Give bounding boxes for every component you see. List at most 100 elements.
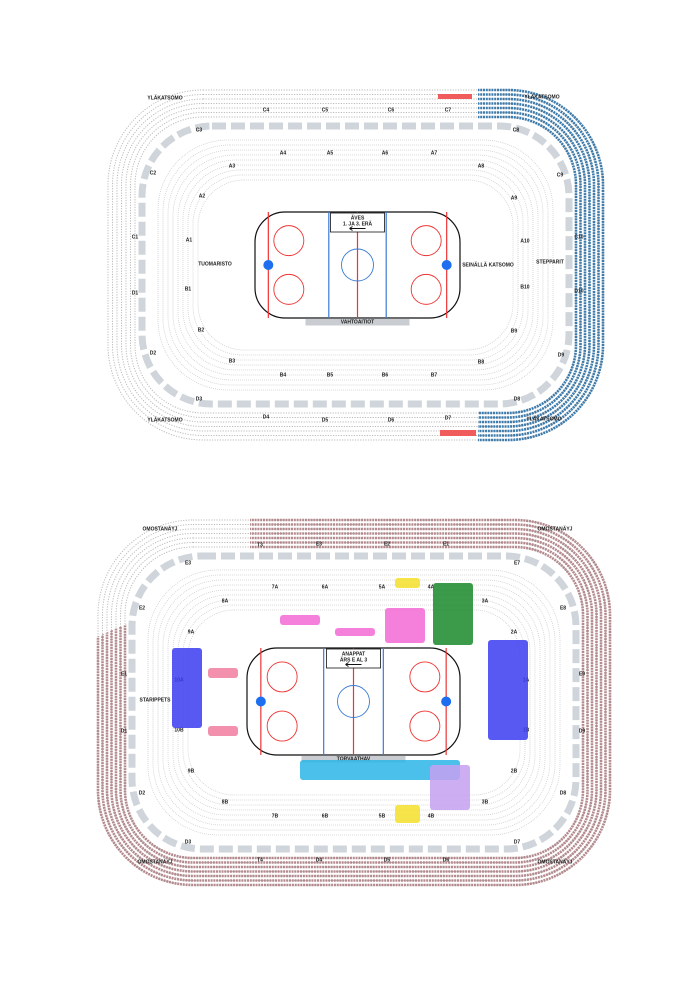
section-label: B2 <box>198 327 205 333</box>
seat-row <box>157 139 554 391</box>
section-label: C8 <box>513 127 520 133</box>
seat-row <box>162 584 546 821</box>
colored-seats <box>440 430 476 436</box>
boards-label: TORVAATHAV <box>337 756 371 762</box>
section-label: SEINÄLLÄ KATSOMO <box>462 261 514 268</box>
seat-row <box>120 542 588 863</box>
section-label: B3 <box>229 358 236 364</box>
faceoff-circle <box>273 225 305 257</box>
faceoff-circle <box>266 661 298 693</box>
section-label: E8 <box>560 605 566 611</box>
faceoff-circle <box>409 710 441 742</box>
boards-bar <box>305 318 410 326</box>
colored-seats <box>478 106 587 424</box>
section-label: STEPPARIT <box>536 259 564 265</box>
bench-label: ANAPPAT <box>342 651 365 657</box>
section-label: D6 <box>443 857 450 863</box>
colored-seats <box>114 536 594 869</box>
section-label: 6B <box>322 813 329 819</box>
section-label: A6 <box>382 150 389 156</box>
section-label: E3 <box>185 560 191 566</box>
section-label: A3 <box>229 163 236 169</box>
section-label: C6 <box>388 107 395 113</box>
colored-seats <box>172 648 202 728</box>
colored-seats <box>478 102 591 428</box>
section-label: E1 <box>121 671 127 677</box>
section-label: D9 <box>579 728 586 734</box>
section-label: E2 <box>384 541 390 547</box>
section-label: 5B <box>379 813 386 819</box>
faceoff-circle <box>273 273 305 305</box>
colored-seats <box>395 805 420 823</box>
section-label: D9 <box>558 352 565 358</box>
section-label: D8 <box>514 396 521 402</box>
section-label: 7A <box>272 584 279 590</box>
section-label: A5 <box>327 150 334 156</box>
section-label: 9A <box>188 629 195 635</box>
colored-seats <box>110 532 598 873</box>
section-label: T4 <box>257 857 263 863</box>
section-label: 5A <box>379 584 386 590</box>
section-label: D8 <box>560 790 567 796</box>
seat-row <box>147 569 561 836</box>
section-label: D5 <box>384 857 391 863</box>
section-label: 4A <box>428 584 435 590</box>
section-label: D1 <box>121 728 128 734</box>
section-label: A8 <box>478 163 485 169</box>
section-label: A2 <box>199 193 206 199</box>
crease <box>255 696 266 707</box>
colored-seats <box>208 668 238 678</box>
section-label: E9 <box>579 671 585 677</box>
colored-seats <box>208 726 238 736</box>
faceoff-circle <box>410 273 442 305</box>
colored-seats <box>96 518 612 887</box>
section-label: 8B <box>222 799 229 805</box>
section-label: C5 <box>322 107 329 113</box>
crease <box>441 696 452 707</box>
boards-label: VAHTOAITIOT <box>341 319 374 325</box>
section-label: 6A <box>322 584 329 590</box>
section-label: 9B <box>188 768 195 774</box>
section-label: B1 <box>185 286 192 292</box>
section-label: 2B <box>511 768 518 774</box>
colored-seats <box>478 88 605 442</box>
section-label: D2 <box>150 350 157 356</box>
section-label: D10 <box>574 288 583 294</box>
crease <box>441 260 452 270</box>
colored-seats <box>119 541 589 864</box>
section-label: C10 <box>574 234 583 240</box>
seat-row <box>116 98 595 432</box>
colored-seats <box>438 94 472 99</box>
colored-seats <box>488 640 528 740</box>
seat-row <box>130 112 581 418</box>
concourse <box>138 122 573 408</box>
section-label: E3 <box>316 541 322 547</box>
section-label: D3 <box>196 396 203 402</box>
section-label: D7 <box>514 839 521 845</box>
colored-seats <box>280 615 320 625</box>
concourse <box>128 552 580 853</box>
colored-seats <box>433 583 473 645</box>
boards-bar <box>301 755 406 763</box>
section-label: D4 <box>263 414 270 420</box>
section-label: 8A <box>222 598 229 604</box>
section-label: B9 <box>511 328 518 334</box>
faceoff-circle <box>409 661 441 693</box>
colored-seats <box>478 111 582 419</box>
section-label: B6 <box>382 372 389 378</box>
section-label: D3 <box>185 839 192 845</box>
seat-row <box>162 144 549 386</box>
section-label: OMOSTANÄYJ <box>143 525 178 532</box>
colored-seats <box>478 93 600 437</box>
section-label: B8 <box>478 359 485 365</box>
section-label: YLÄKATSOMO <box>526 415 561 422</box>
section-label: A7 <box>431 150 438 156</box>
section-label: YLÄKATSOMO <box>147 94 182 101</box>
section-label: YLÄKATSOMO <box>524 93 559 100</box>
seat-row <box>167 589 541 816</box>
seat-row <box>125 107 586 423</box>
bench-box <box>326 648 381 669</box>
section-label: B4 <box>280 372 287 378</box>
center-circle <box>337 685 370 718</box>
section-label: STARIPPETS <box>139 697 171 703</box>
